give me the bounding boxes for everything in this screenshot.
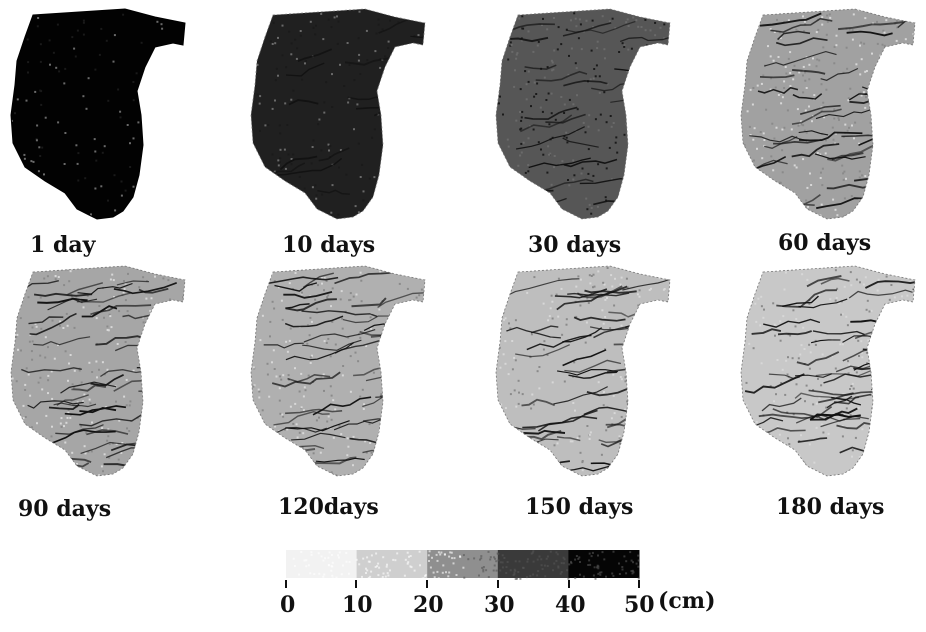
region-fill: [11, 9, 185, 219]
region-outline: [495, 8, 671, 220]
map-panel: [245, 5, 445, 233]
legend-tick-label: 20: [413, 592, 444, 618]
region-outline: [250, 8, 426, 220]
region-outline: [250, 265, 426, 477]
panel-label: 30 days: [528, 232, 622, 258]
legend-swatch: [356, 550, 428, 578]
legend-tick-label: 0: [280, 592, 296, 618]
legend-bar: [286, 550, 640, 580]
region-fill: [741, 266, 915, 476]
region-map: [10, 265, 186, 477]
map-panel: [5, 262, 205, 490]
region-fill: [251, 9, 425, 219]
panel-label: 10 days: [282, 232, 376, 258]
panel-label: 120days: [278, 494, 379, 520]
legend-tick-label: 10: [342, 592, 373, 618]
panel-label: 180 days: [776, 494, 885, 520]
legend-unit-label: (cm): [658, 588, 716, 614]
depth-legend: [285, 550, 640, 588]
region-map: [495, 265, 671, 477]
region-outline: [495, 265, 671, 477]
region-outline: [740, 265, 916, 477]
region-fill: [496, 9, 670, 219]
legend-tick-label: 40: [555, 592, 586, 618]
panel-label: 60 days: [778, 230, 872, 256]
region-fill: [11, 266, 185, 476]
legend-tick-label: 50: [624, 592, 655, 618]
map-panel: [735, 262, 926, 490]
region-outline: [10, 265, 186, 477]
panel-label: 90 days: [18, 496, 112, 522]
region-fill: [251, 266, 425, 476]
legend-swatch: [568, 550, 640, 578]
map-panel: [490, 5, 690, 233]
legend-swatch: [427, 550, 499, 578]
legend-tick-label: 30: [484, 592, 515, 618]
region-map: [740, 8, 916, 220]
panel-label: 1 day: [30, 232, 96, 258]
region-map: [10, 8, 186, 220]
region-fill: [741, 9, 915, 219]
region-map: [250, 8, 426, 220]
region-map: [740, 265, 916, 477]
region-outline: [740, 8, 916, 220]
panel-label: 150 days: [525, 494, 634, 520]
map-panel: [245, 262, 445, 490]
region-map: [495, 8, 671, 220]
legend-swatch: [286, 550, 358, 578]
region-outline: [10, 8, 186, 220]
map-panel: [5, 5, 205, 233]
map-panel: [735, 5, 926, 233]
map-panel: [490, 262, 690, 490]
region-map: [250, 265, 426, 477]
